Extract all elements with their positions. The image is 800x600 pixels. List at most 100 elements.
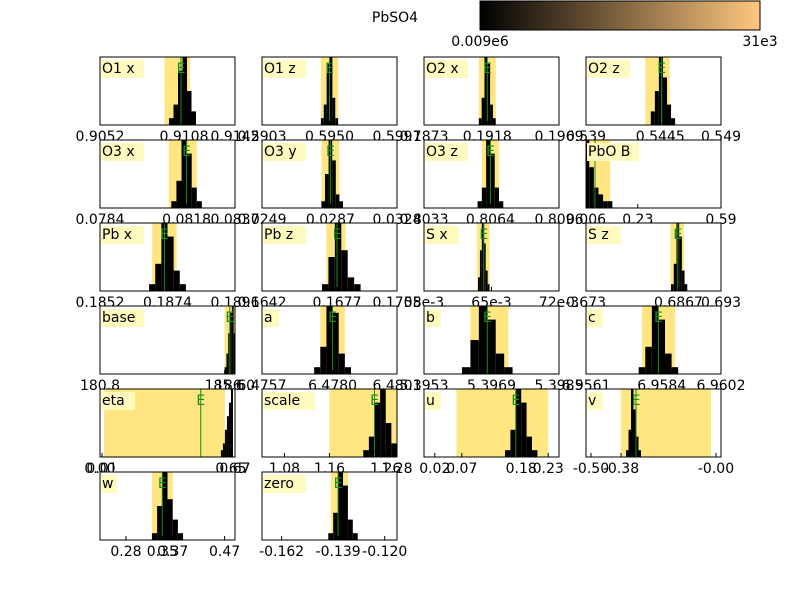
histogram-bar (479, 250, 482, 291)
panel-label-box (587, 226, 621, 244)
x-tick-label: 0.28 (110, 544, 141, 560)
histogram-bar (684, 284, 688, 291)
histogram-bar (645, 346, 652, 374)
panel-border (261, 222, 398, 292)
panel-label: c (588, 310, 596, 326)
histogram-bar (186, 153, 192, 208)
confidence-band (456, 389, 549, 457)
histogram-bar (344, 367, 351, 374)
histogram-bar (636, 436, 639, 457)
histogram-bar (341, 250, 348, 291)
histogram-bar (586, 140, 590, 208)
histogram-bar (343, 485, 348, 540)
panel-border (99, 139, 236, 209)
mean-marker: E (673, 227, 682, 243)
panel-label-box (101, 226, 144, 244)
histogram-bar (222, 443, 225, 457)
histogram-bar (391, 443, 397, 457)
histogram-bar (335, 118, 339, 125)
histogram-bar (658, 57, 663, 125)
histogram-bar (481, 187, 487, 208)
histogram-bar (333, 512, 339, 540)
histogram-bar (332, 312, 339, 374)
histogram-bar (483, 243, 486, 291)
x-tick-label: 0.02 (419, 461, 450, 477)
histogram-bar (220, 450, 223, 457)
panel-label-box (263, 143, 306, 161)
panel-label-box (263, 226, 306, 244)
panel-label-box (101, 60, 144, 78)
histogram-bar (650, 111, 655, 125)
histogram-bar (149, 284, 156, 291)
panel-label-box (263, 392, 315, 410)
x-tick-label: -0.00 (698, 461, 734, 477)
x-tick-label: 0.47 (209, 544, 240, 560)
histogram-bar (334, 223, 342, 291)
x-tick-label: 0.35 (147, 544, 178, 560)
mean-marker: E (196, 393, 205, 409)
histogram-bar (638, 367, 646, 374)
mean-marker: E (657, 61, 666, 77)
histogram-bar (374, 402, 381, 457)
histogram-bar (352, 533, 358, 540)
colorbar (479, 0, 761, 31)
panel-label: PbO B (588, 144, 630, 160)
mean-marker: E (483, 61, 492, 77)
mean-marker: E (333, 227, 342, 243)
histogram-bar (226, 353, 229, 374)
mean-marker: E (370, 393, 379, 409)
x-tick-label: -0.139 (316, 544, 361, 560)
panel-label-box (425, 60, 468, 78)
histogram-bar (679, 236, 682, 291)
x-tick-label: 0.18 (506, 461, 537, 477)
histogram-bar (380, 389, 386, 457)
histogram-bar (481, 97, 485, 125)
histogram-bar (338, 353, 345, 374)
histogram-bar (231, 306, 234, 374)
panel-label: O1 x (102, 61, 135, 77)
histogram-bar (651, 306, 659, 374)
histogram-bar (658, 319, 666, 374)
panel-label: O1 z (264, 61, 296, 77)
histogram-bar (628, 429, 631, 457)
histogram-bar (470, 340, 479, 374)
histogram-bar (179, 284, 186, 291)
histogram-bar (155, 263, 162, 291)
panel-label-box (263, 309, 279, 327)
panel-border (585, 305, 722, 375)
panel-border (99, 56, 236, 126)
histogram-bar (328, 533, 334, 540)
colorbar-label: 31e3 (742, 34, 777, 50)
histogram-bar (230, 312, 232, 374)
mean-marker: E (486, 144, 495, 160)
histogram-bar (504, 367, 513, 374)
x-tick-label: -0.38 (603, 461, 639, 477)
histogram-bar (347, 519, 353, 540)
panel-label: base (102, 310, 135, 326)
histogram-bar (322, 284, 329, 291)
histogram-bar (191, 187, 197, 208)
histogram-bar (681, 270, 685, 291)
panel-border (585, 56, 722, 126)
histogram-bar (224, 429, 227, 457)
histogram-bar (385, 423, 392, 457)
histogram-bar (515, 389, 522, 457)
panel-border (423, 139, 560, 209)
mean-marker: E (177, 61, 186, 77)
histogram-bar (326, 63, 330, 125)
histogram-bar (320, 346, 327, 374)
mean-marker: E (158, 476, 167, 492)
histogram-bar (598, 194, 604, 208)
histogram-bar (182, 57, 187, 125)
histogram-bar (325, 174, 329, 208)
panel-border (423, 56, 560, 126)
histogram-bar (354, 284, 361, 291)
x-tick-label: -0.120 (362, 544, 407, 560)
panel-border (261, 139, 398, 209)
panel-border (99, 471, 236, 541)
histogram-bar (323, 104, 327, 125)
histogram-bar (332, 97, 336, 125)
mean-marker: E (325, 61, 334, 77)
histogram-bar (181, 140, 187, 208)
